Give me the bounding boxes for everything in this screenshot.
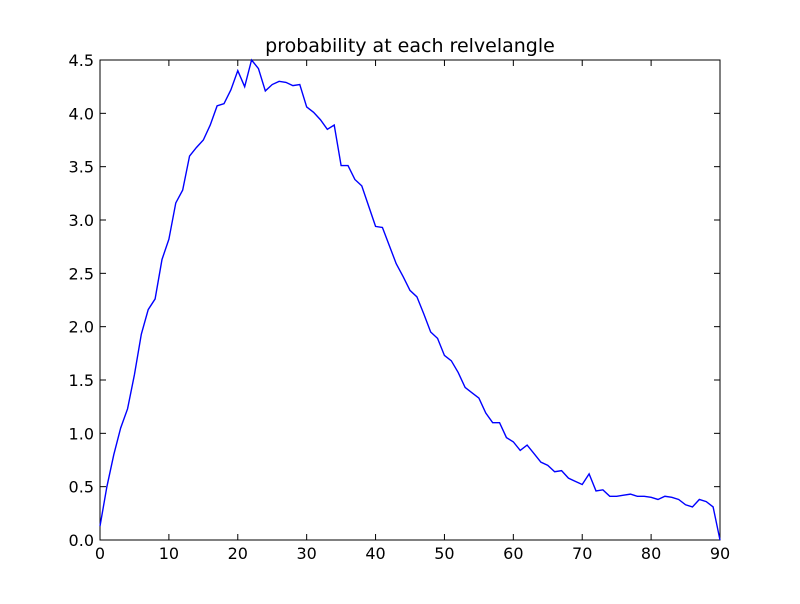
y-tick-label: 1.0 — [69, 424, 94, 443]
x-tick-label: 70 — [572, 544, 592, 563]
x-tick-label: 20 — [228, 544, 248, 563]
x-tick-label: 60 — [503, 544, 523, 563]
y-tick-label: 1.5 — [69, 371, 94, 390]
x-tick-label: 40 — [365, 544, 385, 563]
axis-ticks — [99, 59, 721, 541]
y-tick-label: 3.5 — [69, 158, 94, 177]
y-tick-label: 4.0 — [69, 104, 94, 123]
y-tick-label: 3.0 — [69, 211, 94, 230]
x-tick-label: 50 — [434, 544, 454, 563]
plot-area — [99, 59, 721, 541]
x-tick-label: 90 — [710, 544, 730, 563]
x-tick-label: 80 — [641, 544, 661, 563]
y-tick-label: 0.5 — [69, 478, 94, 497]
x-tick-label: 0 — [95, 544, 105, 563]
x-tick-label: 10 — [159, 544, 179, 563]
y-tick-label: 0.0 — [69, 531, 94, 550]
y-tick-label: 2.0 — [69, 318, 94, 337]
x-tick-label: 30 — [296, 544, 316, 563]
tick-labels: 0 10 20 30 40 50 60 70 80 90 0.0 0.5 1.0 1.5 2.0 2.5 3.0… — [69, 51, 731, 563]
chart-title: probability at each relvelangle — [265, 35, 555, 57]
y-tick-label: 2.5 — [69, 264, 94, 283]
series-line — [99, 58, 721, 541]
y-tick-label: 4.5 — [69, 51, 94, 70]
